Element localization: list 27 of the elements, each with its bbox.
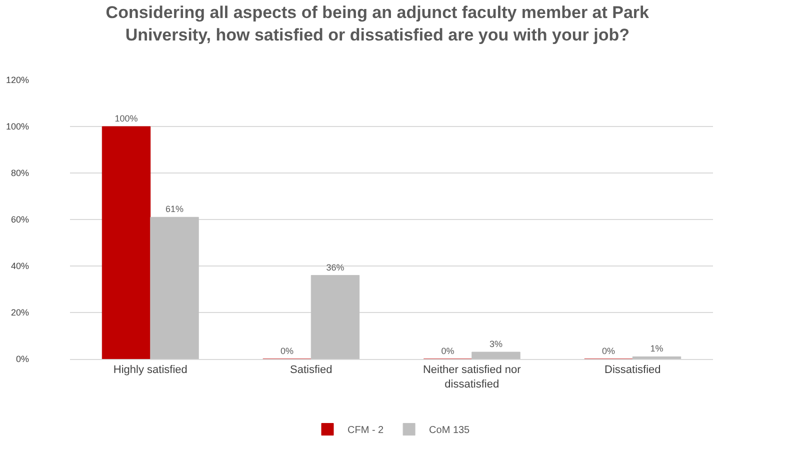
data-label: 36% (326, 262, 344, 272)
y-tick-label: 40% (10, 261, 29, 272)
bar (632, 356, 682, 359)
data-label: 1% (650, 344, 664, 354)
data-label: 61% (165, 204, 184, 214)
bar (472, 352, 520, 359)
data-label: 100% (114, 114, 138, 124)
y-tick-label: 100% (6, 122, 29, 132)
x-tick-label: Dissatisfied (604, 364, 661, 376)
data-label: 0% (602, 346, 616, 356)
chart-title: Considering all aspects of being an adjunct faculty member at Park University, how satisfied or dissatisfied are you with your job? (106, 3, 650, 44)
data-label: 3% (489, 339, 502, 350)
y-tick-label: 60% (10, 214, 29, 225)
bar (150, 216, 199, 359)
data-label: 0% (441, 346, 454, 356)
data-label: 0% (280, 346, 294, 356)
y-tick-label: 80% (10, 168, 29, 178)
bar (310, 275, 360, 359)
y-tick-label: 0% (16, 354, 29, 364)
x-tick-label: Satisfied (290, 364, 332, 376)
legend-label: CFM - 2 (348, 425, 384, 436)
x-tick-label: Neither satisfied nor dissatisfied (422, 364, 522, 390)
y-tick-label: 20% (10, 308, 29, 318)
bar (102, 126, 151, 359)
y-tick-label: 120% (6, 75, 29, 86)
x-tick-label: Highly satisfied (113, 364, 188, 376)
legend-label: CoM 135 (429, 425, 470, 436)
